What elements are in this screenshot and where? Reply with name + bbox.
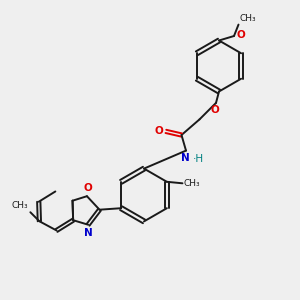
Text: N: N [181, 153, 190, 163]
Text: O: O [210, 105, 219, 115]
Text: O: O [84, 183, 92, 193]
Text: O: O [236, 30, 245, 40]
Text: CH₃: CH₃ [12, 201, 28, 210]
Text: CH₃: CH₃ [184, 179, 200, 188]
Text: CH₃: CH₃ [240, 14, 256, 23]
Text: N: N [84, 228, 92, 238]
Text: ·H: ·H [193, 154, 204, 164]
Text: O: O [154, 126, 163, 136]
